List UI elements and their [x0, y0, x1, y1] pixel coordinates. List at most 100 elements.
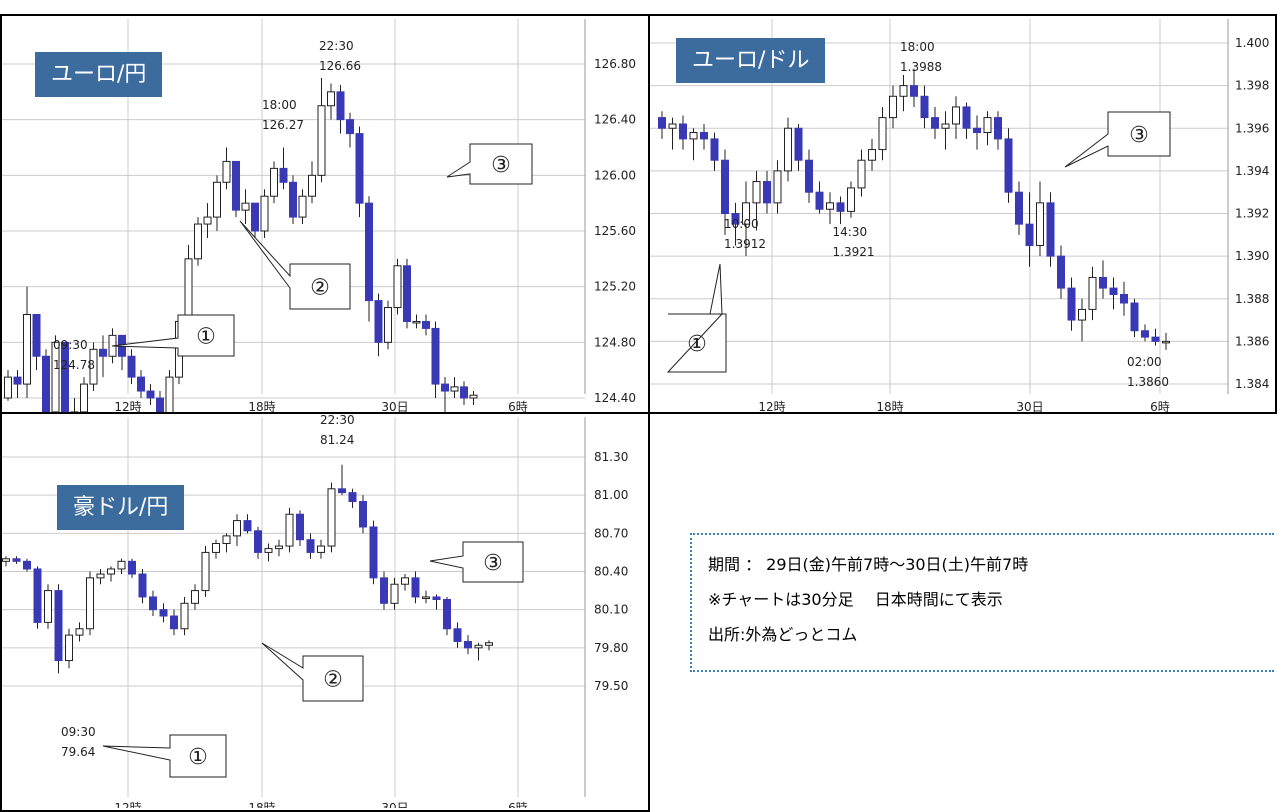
candle-body	[100, 349, 107, 356]
candle-body	[328, 489, 335, 546]
candle-body	[192, 591, 199, 604]
candle-body	[14, 377, 21, 384]
candle-body	[276, 546, 283, 549]
candle-body	[869, 150, 876, 161]
candle-body	[816, 192, 823, 209]
y-tick-label: 80.40	[594, 565, 628, 579]
candle-body	[347, 120, 354, 134]
candle-body	[150, 597, 157, 610]
candle-body	[701, 133, 708, 139]
candle-body	[128, 356, 135, 377]
callout-number: ③	[1129, 123, 1149, 148]
candle-body	[261, 196, 268, 231]
candle-body	[669, 124, 676, 128]
candle-body	[774, 171, 781, 203]
candle-body	[394, 266, 401, 308]
y-tick-label: 124.80	[594, 335, 636, 349]
y-tick-label: 79.80	[594, 641, 628, 655]
candle-body	[444, 599, 451, 628]
y-tick-label: 1.394	[1235, 164, 1269, 178]
annotation-price: 79.64	[61, 745, 95, 759]
candle-body	[385, 308, 392, 343]
candle-body	[381, 578, 388, 603]
candle-body	[932, 118, 939, 129]
callout-number: ③	[483, 551, 503, 576]
candle-body	[454, 629, 461, 642]
candle-body	[921, 96, 928, 117]
candle-body	[108, 569, 115, 574]
candle-body	[62, 342, 69, 412]
y-tick-label: 124.40	[594, 391, 636, 405]
candle-body	[900, 86, 907, 97]
x-tick-label: 12時	[114, 400, 141, 412]
candle-body	[722, 160, 729, 213]
candle-body	[24, 561, 31, 569]
y-tick-label: 1.388	[1235, 292, 1269, 306]
candle-body	[138, 377, 145, 391]
candle-body	[412, 578, 419, 597]
x-tick-label: 18時	[248, 801, 275, 808]
candle-body	[432, 328, 439, 384]
candle-body	[470, 395, 477, 398]
y-tick-label: 79.50	[594, 679, 628, 693]
x-tick-label: 6時	[1150, 400, 1170, 412]
eurjpy-title: ユーロ/円	[35, 52, 162, 97]
candle-body	[233, 161, 240, 210]
candle-body	[265, 549, 272, 553]
annotation-price: 1.3912	[724, 237, 766, 251]
candle-body	[402, 578, 409, 584]
x-tick-label: 6時	[508, 400, 528, 412]
candle-body	[339, 489, 346, 493]
candle-body	[953, 107, 960, 124]
callout-number: ③	[491, 153, 511, 178]
callout-number: ②	[323, 668, 343, 693]
annotation-time: 18:00	[900, 40, 935, 54]
annotation-time: 09:30	[61, 725, 96, 739]
candle-body	[1089, 277, 1096, 309]
y-tick-label: 126.80	[594, 57, 636, 71]
candle-body	[413, 321, 420, 323]
candle-body	[5, 377, 12, 398]
candle-body	[195, 224, 202, 259]
candle-body	[213, 544, 220, 553]
callout-box	[262, 643, 363, 701]
candle-body	[280, 168, 287, 182]
annotation-price: 1.3860	[1127, 375, 1169, 389]
candle-body	[33, 315, 40, 357]
callout-number: ①	[188, 745, 208, 770]
annotation-time: 22:30	[320, 413, 355, 427]
y-tick-label: 81.00	[594, 488, 628, 502]
candle-body	[680, 124, 687, 139]
candle-body	[139, 574, 146, 597]
candle-body	[166, 377, 173, 412]
annotation-time: 10:00	[724, 217, 759, 231]
candle-body	[963, 107, 970, 128]
candle-body	[1100, 277, 1107, 288]
candle-body	[475, 645, 482, 648]
y-tick-label: 1.386	[1235, 334, 1269, 348]
candle-body	[76, 629, 83, 635]
candle-body	[34, 569, 41, 622]
candle-body	[451, 387, 458, 391]
callout-number: ①	[687, 332, 707, 357]
candle-body	[837, 203, 844, 212]
candle-body	[1079, 309, 1086, 320]
annotation-price: 126.27	[262, 118, 304, 132]
y-tick-label: 126.00	[594, 168, 636, 182]
candle-body	[423, 321, 430, 328]
candle-body	[795, 128, 802, 160]
candle-body	[1005, 139, 1012, 192]
candle-body	[764, 182, 771, 203]
candle-body	[486, 643, 493, 646]
candle-body	[1142, 331, 1149, 337]
candle-body	[890, 96, 897, 117]
callout-box	[447, 144, 532, 184]
candle-body	[157, 398, 164, 412]
candle-body	[433, 597, 440, 600]
candle-body	[1058, 256, 1065, 288]
candle-body	[753, 182, 760, 203]
candle-body	[1016, 192, 1023, 224]
